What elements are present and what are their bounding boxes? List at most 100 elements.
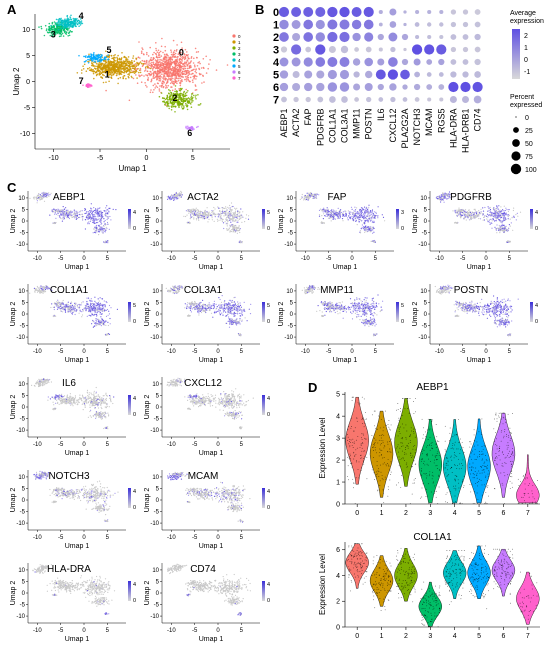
cluster-point [165,61,167,64]
feature-point [73,213,75,215]
cluster-point [194,74,196,77]
cluster-point [163,81,165,84]
cluster-point [58,31,60,34]
feature-point [239,211,241,213]
feature-point [221,220,223,223]
feature-point [222,209,224,211]
cluster-point [75,19,77,22]
cluster-point [148,72,151,75]
cluster-point [53,21,56,23]
cluster-point [195,89,198,91]
feature-point [323,213,325,215]
feature-point [487,219,489,221]
cluster-point [102,64,105,66]
feature-point [369,228,371,230]
cluster-point [191,97,193,100]
feature-point [220,213,222,215]
cluster-point [114,64,116,67]
cluster-point [164,76,166,78]
cluster-point [111,68,113,70]
cluster-point [153,57,155,60]
feature-point [495,210,497,213]
feature-point [79,216,81,218]
cluster-point [54,32,57,35]
dot [462,59,469,65]
cluster-point [135,63,137,65]
feature-point [372,226,374,228]
feature-point [489,223,491,225]
cluster-point [172,105,175,108]
cluster-point [153,71,155,73]
cluster-point [172,54,174,57]
dot [389,83,397,91]
cluster-point [189,129,191,131]
cluster-point [163,97,165,100]
x-tick-label: 0 [350,256,354,262]
cluster-point [68,23,70,26]
cluster-point [152,75,155,78]
dot [426,84,433,90]
feature-point [496,217,499,219]
feature-point [63,217,65,219]
feature-point [105,226,107,228]
dot [351,7,362,17]
x-tick-label: -10 [49,155,59,162]
legend-expr-title: Average [510,10,536,17]
feature-point [213,206,215,209]
feature-points [166,190,250,244]
cluster-point [176,56,179,58]
feature-point [469,211,471,214]
feature-point [230,218,232,220]
feature-point [358,221,360,223]
cluster-point [97,63,100,65]
feature-point [228,229,230,231]
feature-point [229,230,231,232]
cluster-point [142,63,145,65]
cluster-point [176,66,179,69]
feature-point [101,216,103,218]
feature-point [247,218,250,220]
feature-point [456,215,458,217]
dot [450,46,457,53]
cluster-point [102,74,104,76]
cluster-point [182,73,185,75]
feature-point [490,222,492,224]
feature-point [331,214,334,216]
cluster-point [96,54,99,57]
feature-point [359,218,361,220]
feature-point [65,207,67,209]
feature-point [37,194,40,197]
feature-point [63,216,65,218]
feature-point [304,194,306,197]
cluster-point [136,61,138,64]
cluster-point [167,75,170,78]
feature-point [178,194,180,196]
feature-point [217,220,219,222]
cluster-point [191,93,193,95]
feature-point [366,215,368,217]
cluster-point [177,94,179,97]
cluster-point [105,89,107,92]
feature-point [315,195,318,197]
cluster-point [94,67,97,70]
cluster-point [88,67,91,69]
feature-point [59,216,61,218]
feature-point [489,211,491,213]
cluster-point [155,74,158,76]
feature-point [233,213,235,215]
cluster-point [164,57,166,59]
cluster-point [94,61,97,63]
feature-point [507,218,509,220]
cluster-point [165,70,167,73]
feature-point [364,206,366,208]
cluster-point [162,97,164,99]
feature-point [39,198,41,201]
feature-point [102,216,104,218]
cluster-point [146,74,149,77]
cluster-point [116,63,119,66]
cluster-point [120,58,122,61]
dot [474,58,481,66]
cluster-point [108,66,111,68]
feature-point [189,222,191,224]
feature-point [195,209,197,211]
